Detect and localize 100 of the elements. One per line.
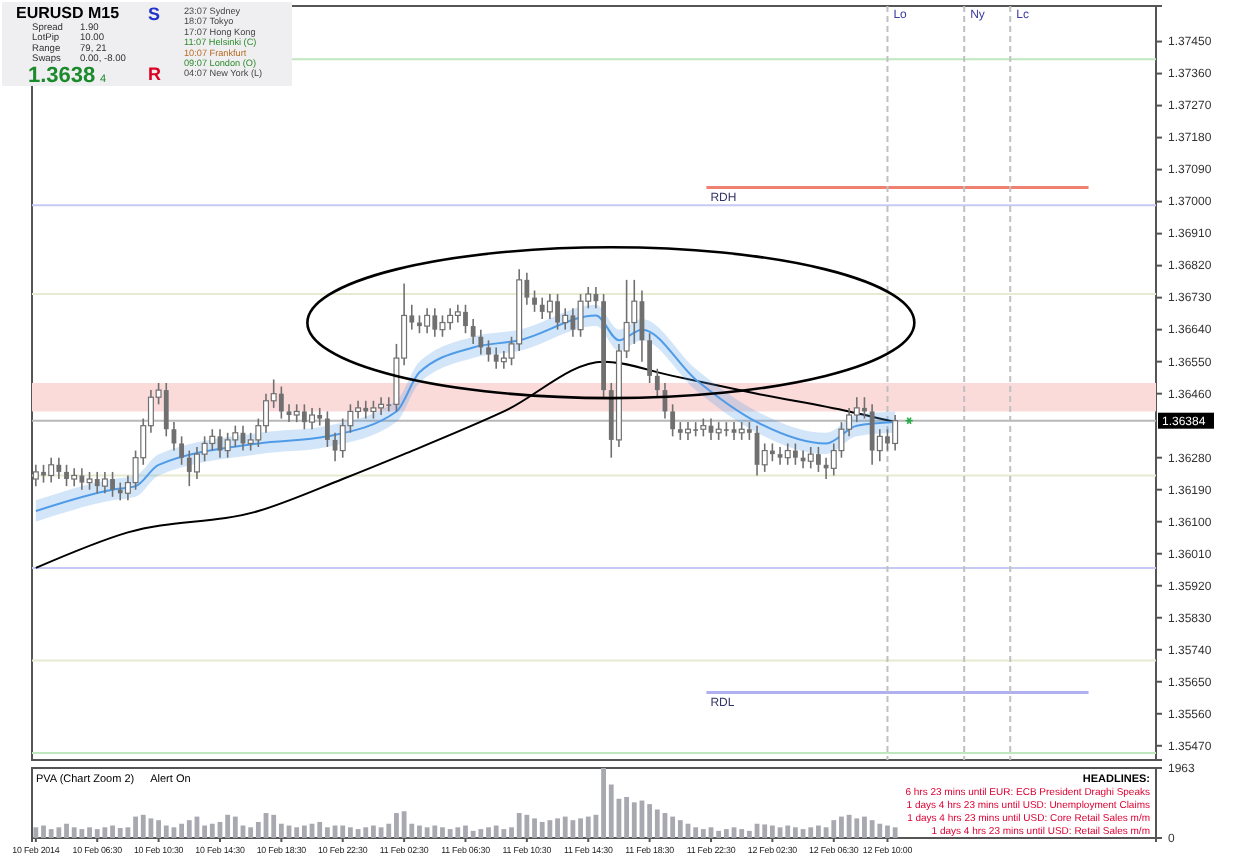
bar xyxy=(624,796,630,838)
bar xyxy=(117,828,123,838)
bar xyxy=(301,825,307,838)
bar xyxy=(202,825,208,838)
bar xyxy=(79,829,85,838)
bar xyxy=(716,830,722,838)
bar xyxy=(255,821,261,838)
candlestick xyxy=(232,424,239,448)
text: EURUSD M15 xyxy=(16,4,121,22)
bar xyxy=(87,827,92,838)
bar xyxy=(892,827,898,838)
bar xyxy=(447,829,453,838)
bar xyxy=(555,818,560,838)
candlestick xyxy=(209,428,216,452)
bar xyxy=(762,824,768,838)
bar xyxy=(417,825,422,838)
candlestick xyxy=(869,403,875,466)
candlestick xyxy=(32,464,39,487)
line-series xyxy=(34,360,897,569)
candlestick xyxy=(654,367,660,399)
candlestick xyxy=(892,414,899,452)
bar xyxy=(432,825,438,838)
candlestick xyxy=(355,399,362,420)
bar xyxy=(478,829,484,838)
bar xyxy=(401,811,407,838)
bar xyxy=(163,825,169,838)
bar xyxy=(102,827,108,838)
bar xyxy=(839,816,844,838)
bar xyxy=(294,827,300,838)
candlestick xyxy=(470,318,476,345)
bar xyxy=(133,816,138,838)
bar xyxy=(746,830,752,838)
bar xyxy=(516,813,522,838)
candlestick xyxy=(56,456,62,480)
bar xyxy=(862,816,867,838)
bar xyxy=(340,825,346,838)
bar xyxy=(440,827,445,838)
bar xyxy=(816,825,821,838)
candlestick xyxy=(64,464,69,487)
candlestick xyxy=(317,407,323,427)
bar xyxy=(631,802,637,838)
bar xyxy=(601,768,606,838)
candlestick xyxy=(463,303,468,335)
bar xyxy=(271,814,277,838)
candlestick xyxy=(439,314,446,338)
bar xyxy=(140,814,146,838)
candlestick xyxy=(670,403,676,438)
candlestick xyxy=(301,403,307,431)
bar xyxy=(831,820,837,838)
candlestick xyxy=(807,446,814,470)
bar xyxy=(232,816,238,838)
bar xyxy=(700,829,706,838)
bar xyxy=(64,823,69,838)
candlestick xyxy=(631,279,638,345)
bar xyxy=(363,827,369,838)
bar xyxy=(693,827,699,838)
candlestick xyxy=(562,307,569,331)
bar xyxy=(585,816,591,838)
candlestick xyxy=(309,407,316,431)
bar xyxy=(647,804,653,838)
candlestick xyxy=(193,446,200,480)
bar xyxy=(48,829,54,838)
bar xyxy=(455,827,461,838)
bar xyxy=(578,818,583,838)
bar xyxy=(209,823,215,838)
bar xyxy=(324,827,330,838)
candlestick xyxy=(324,410,330,448)
candlestick xyxy=(101,471,108,495)
annotation: R xyxy=(148,64,162,84)
bar xyxy=(179,823,185,838)
candlestick xyxy=(163,382,169,438)
candlestick xyxy=(500,350,507,370)
bar xyxy=(248,827,254,838)
bar xyxy=(56,827,62,838)
candlestick xyxy=(816,446,821,473)
bar xyxy=(278,823,284,838)
candlestick xyxy=(777,446,783,466)
candlestick xyxy=(447,307,454,331)
bar xyxy=(539,821,545,838)
bar xyxy=(785,825,791,838)
candlestick xyxy=(546,293,553,320)
bar xyxy=(654,809,660,838)
bar xyxy=(186,820,192,838)
candlestick xyxy=(454,303,461,324)
candlestick xyxy=(853,396,860,423)
bar xyxy=(846,814,852,838)
bar xyxy=(677,820,683,838)
candlestick xyxy=(432,307,438,338)
bar xyxy=(532,818,537,838)
candlestick xyxy=(286,403,292,423)
candlestick xyxy=(224,431,231,459)
annotation: S xyxy=(148,4,161,24)
bar xyxy=(869,820,875,838)
candlestick xyxy=(784,442,791,466)
candlestick xyxy=(577,293,584,338)
candlestick xyxy=(79,467,85,491)
candlestick xyxy=(179,435,185,466)
bar xyxy=(670,816,676,838)
bar xyxy=(371,825,376,838)
annotation: 1.3638 xyxy=(28,64,96,88)
